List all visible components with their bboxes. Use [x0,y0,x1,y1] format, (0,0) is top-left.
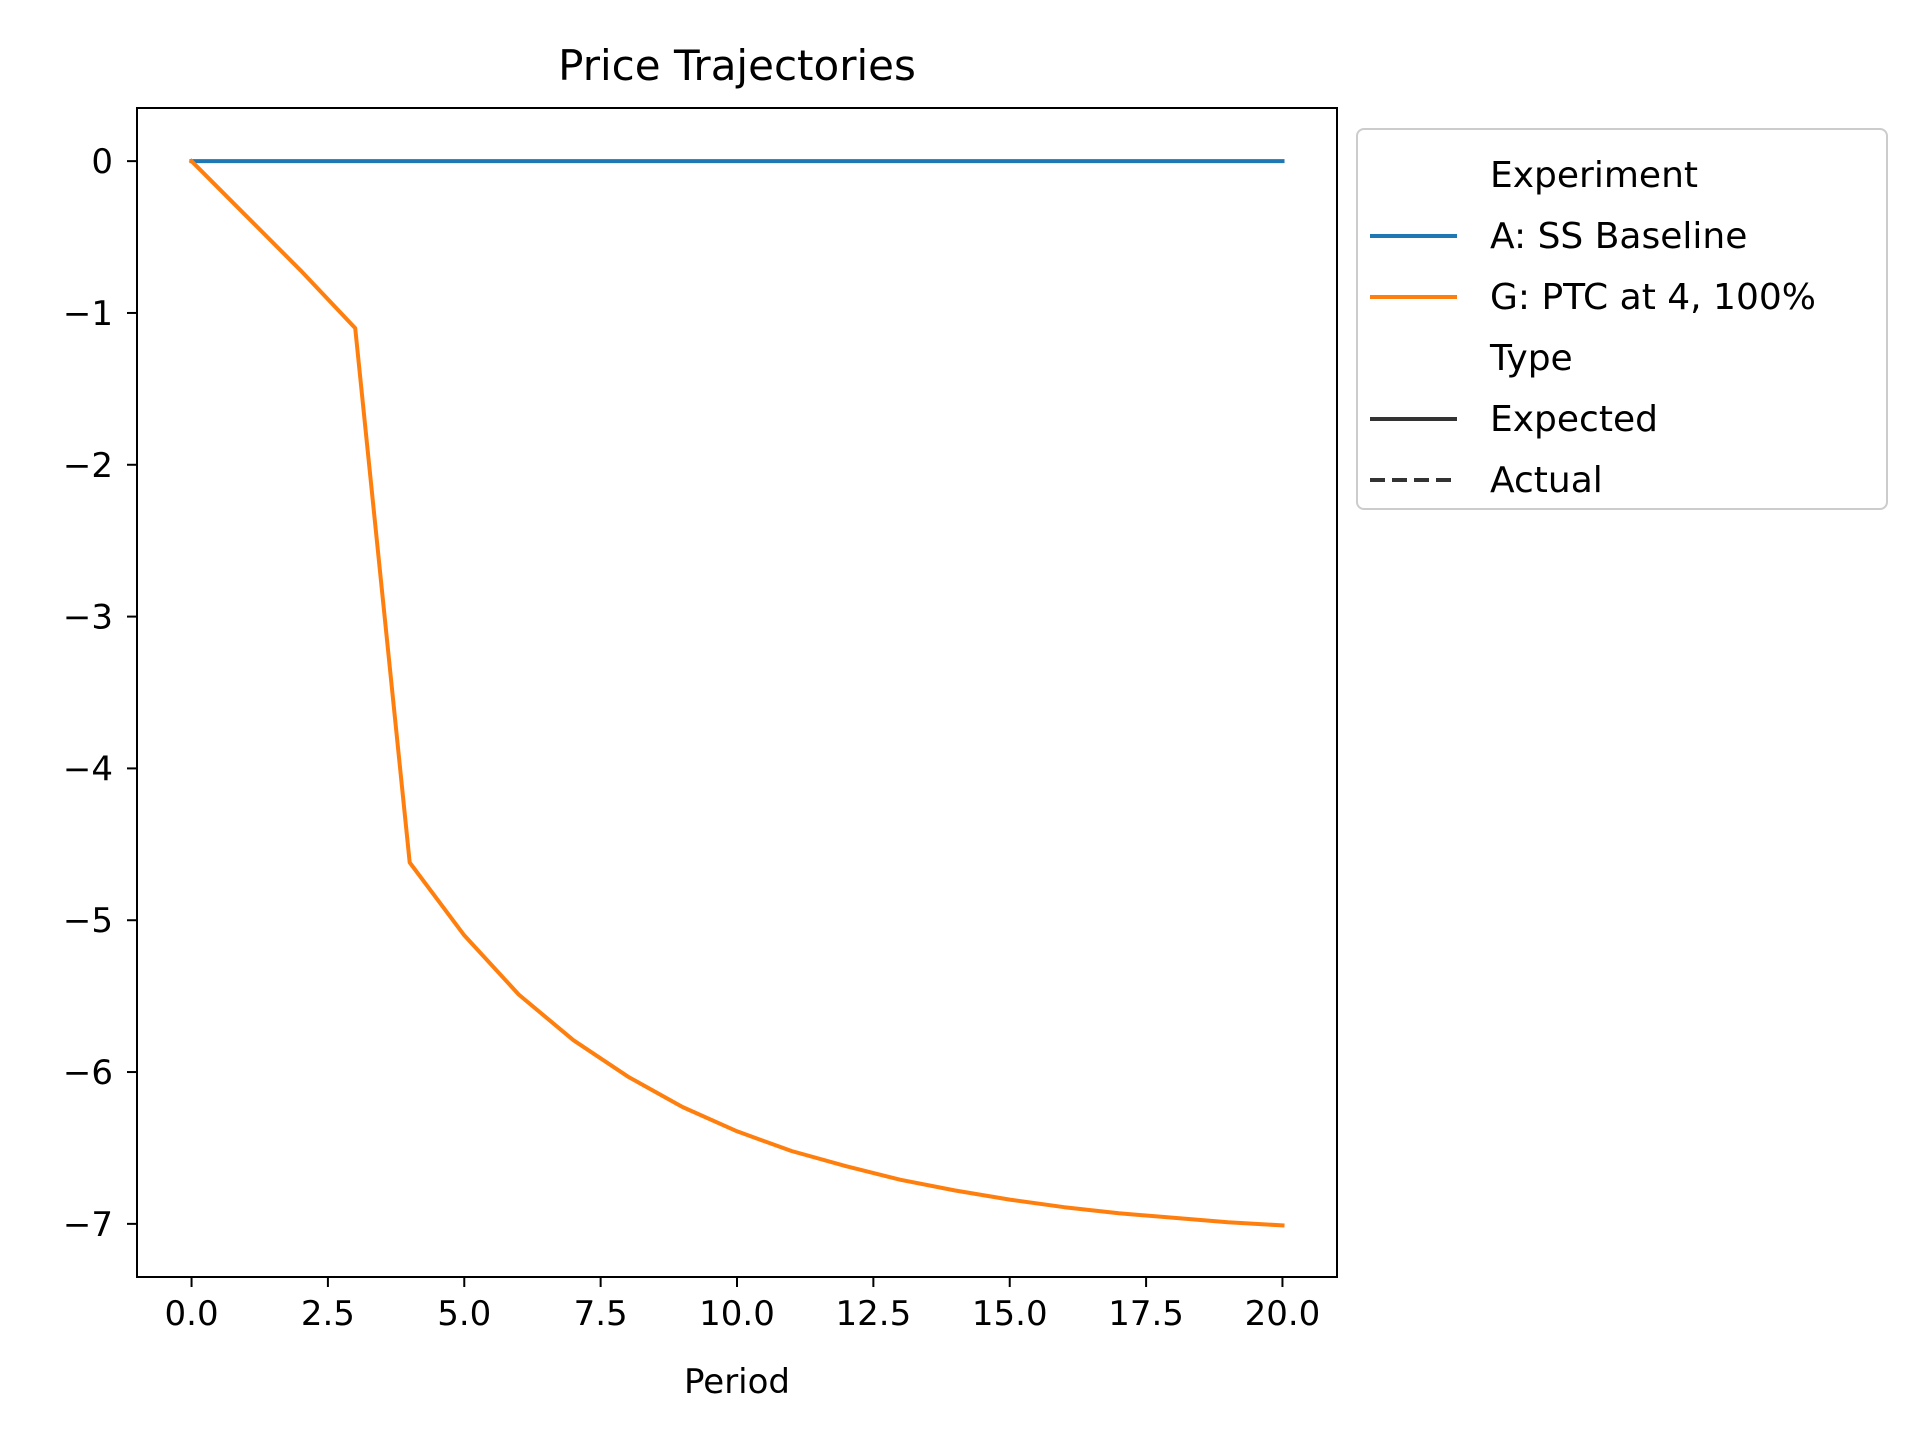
x-tick-label: 20.0 [1245,1294,1321,1334]
y-tick-label: 0 [91,142,113,182]
x-tick-label: 5.0 [437,1294,491,1334]
series-line-1 [188,158,1285,1228]
legend-entry-label: Expected [1490,399,1658,440]
y-tick-label: −7 [63,1205,113,1245]
legend: Experiment A: SS Baseline G: PTC at 4, 100… [1356,128,1888,510]
y-tick-label: −1 [63,294,113,334]
chart-title: Price Trajectories [558,41,916,90]
y-tick-label: −6 [63,1053,113,1093]
x-tick-label: 7.5 [574,1294,628,1334]
x-tick-label: 15.0 [972,1294,1048,1334]
legend-section-title: Experiment [1490,155,1698,196]
legend-entry-label: G: PTC at 4, 100% [1490,277,1816,318]
x-tick-label: 12.5 [836,1294,912,1334]
x-tick-label: 17.5 [1108,1294,1184,1334]
y-tick-label: −3 [63,598,113,638]
legend-entry-label: A: SS Baseline [1490,216,1747,257]
x-axis-label: Period [684,1362,790,1402]
legend-entry-label: Actual [1490,460,1603,501]
plot-background [137,108,1337,1277]
x-tick-label: 0.0 [165,1294,219,1334]
y-tick-label: −5 [63,901,113,941]
x-tick-label: 2.5 [301,1294,355,1334]
y-axis-ticks: 0 −1 −2 −3 −4 −5 −6 −7 [63,142,137,1245]
x-axis-ticks: 0.0 2.5 5.0 7.5 10.0 12.5 15.0 17.5 20.0 [165,1277,1321,1334]
y-tick-label: −4 [63,749,113,789]
legend-frame [1356,128,1888,510]
x-tick-label: 10.0 [699,1294,775,1334]
legend-section-title: Type [1489,338,1573,379]
y-tick-label: −2 [63,446,113,486]
plot-area [136,107,1338,1278]
